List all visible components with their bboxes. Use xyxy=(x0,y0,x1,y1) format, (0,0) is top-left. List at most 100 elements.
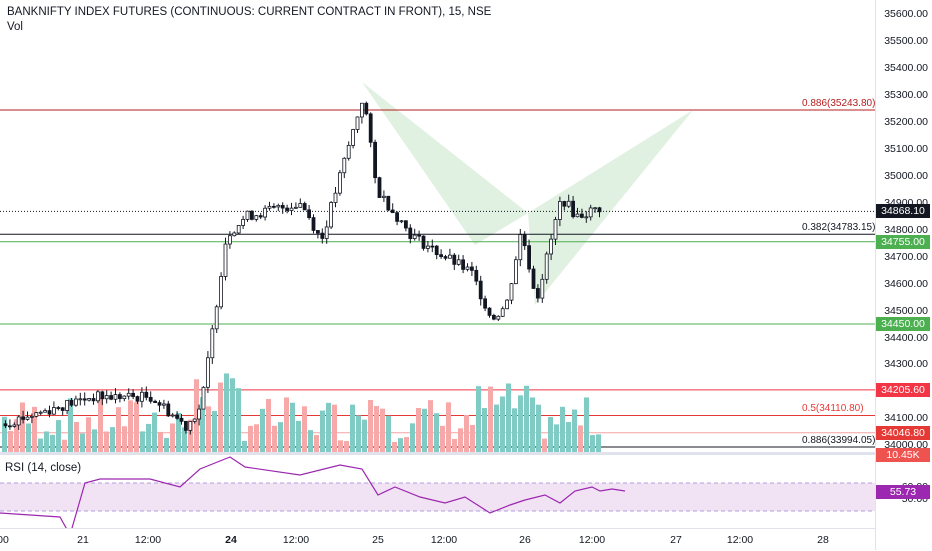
pane-separator[interactable] xyxy=(0,452,932,455)
volume-bar xyxy=(332,404,337,452)
candle-body xyxy=(161,403,166,406)
volume-bar xyxy=(404,437,409,452)
candle-body xyxy=(91,398,96,402)
candle-body xyxy=(487,307,492,316)
volume-legend[interactable]: Vol xyxy=(7,21,23,33)
price-tick: 35100.00 xyxy=(884,142,928,155)
candle-body xyxy=(408,227,413,239)
candle-body xyxy=(359,102,364,118)
volume-bar xyxy=(512,408,517,452)
symbol-title[interactable]: BANKNIFTY INDEX FUTURES (CONTINUOUS: CUR… xyxy=(7,6,492,18)
volume-bar xyxy=(290,402,295,452)
candle-body xyxy=(118,394,122,400)
candle-body xyxy=(153,400,158,404)
harmonic-pattern-bcd xyxy=(528,110,693,305)
candle-body xyxy=(29,415,34,418)
volume-bar xyxy=(152,412,157,452)
candle-body xyxy=(43,410,47,413)
candle-body xyxy=(320,232,325,239)
volume-bar xyxy=(428,400,433,452)
candle-body xyxy=(271,205,276,208)
volume-bar xyxy=(542,438,547,452)
time-axis[interactable]: 00 21 12:00 24 12:00 25 12:00 26 12:00 27 12:00 28 xyxy=(0,528,876,551)
candle-body xyxy=(52,407,56,415)
time-label: 26 xyxy=(519,534,531,546)
price-tag[interactable]: 34755.00 xyxy=(876,234,930,249)
volume-bar xyxy=(98,397,103,452)
candle-body xyxy=(263,207,268,218)
candle-body xyxy=(399,220,404,223)
candle-body xyxy=(315,230,320,234)
volume-bar xyxy=(368,400,373,452)
candle-body xyxy=(575,213,580,218)
volume-bar xyxy=(62,439,67,452)
price-tag[interactable]: 34046.80 xyxy=(876,425,930,440)
fib-level-label: 0.886(33994.05) xyxy=(802,434,876,446)
candle-body xyxy=(425,245,430,249)
candle-body xyxy=(474,269,479,282)
volume-bar xyxy=(296,420,301,452)
volume-bar xyxy=(314,435,319,452)
volume-bar xyxy=(434,413,439,452)
volume-bar xyxy=(350,404,355,452)
candle-body xyxy=(276,204,281,208)
candle-body xyxy=(562,201,567,207)
time-label: 21 xyxy=(77,534,89,546)
candle-body xyxy=(56,407,61,409)
volume-bar xyxy=(158,431,163,452)
price-tag[interactable]: 10.45K xyxy=(876,447,930,462)
volume-bar xyxy=(356,415,361,452)
candle-body xyxy=(179,417,184,422)
candle-body xyxy=(483,298,488,309)
rsi-chart[interactable] xyxy=(0,455,876,528)
rsi-pane[interactable] xyxy=(0,455,876,528)
time-label: 12:00 xyxy=(578,534,606,546)
price-tag[interactable]: 34868.10 xyxy=(876,204,930,219)
candle-body xyxy=(131,392,136,397)
axis-border xyxy=(875,0,876,550)
volume-bar xyxy=(596,434,601,452)
price-tick: 35600.00 xyxy=(884,8,928,20)
candle-body xyxy=(3,423,8,427)
price-tick: 34700.00 xyxy=(884,250,928,263)
candle-body xyxy=(536,288,540,299)
candle-body xyxy=(566,200,571,207)
candle-body xyxy=(509,283,514,301)
candle-body xyxy=(100,391,105,400)
candle-body xyxy=(205,357,210,388)
volume-bar xyxy=(248,425,253,452)
candle-body xyxy=(540,278,545,299)
price-tick: 35300.00 xyxy=(884,88,928,101)
candle-body xyxy=(192,418,197,422)
volume-bar xyxy=(344,441,349,452)
price-chart-pane[interactable] xyxy=(0,0,876,452)
price-tag[interactable]: 34205.60 xyxy=(876,382,930,397)
candle-body xyxy=(597,207,602,213)
volume-bar xyxy=(458,428,463,452)
candle-body xyxy=(183,420,188,431)
volume-bar xyxy=(326,402,331,452)
time-label: 24 xyxy=(225,534,237,546)
candle-body xyxy=(113,394,118,400)
price-tick: 34100.00 xyxy=(884,412,928,425)
candle-body xyxy=(47,410,52,415)
volume-bar xyxy=(206,406,211,452)
rsi-value-tag[interactable]: 55.73 xyxy=(876,485,930,499)
price-axis[interactable]: 35600.00 35500.00 35400.00 35300.00 35200.00… xyxy=(876,0,932,528)
candle-body xyxy=(593,207,597,210)
candle-body xyxy=(175,414,180,419)
candle-body xyxy=(166,403,171,417)
candle-body xyxy=(452,254,457,265)
candle-body xyxy=(421,235,426,249)
volume-bar xyxy=(380,408,385,452)
volume-bar xyxy=(56,420,61,452)
candle-body xyxy=(38,411,43,414)
rsi-legend[interactable]: RSI (14, close) xyxy=(5,462,82,474)
volume-bar xyxy=(590,435,595,452)
price-tag[interactable]: 34450.00 xyxy=(876,317,930,332)
candle-body xyxy=(558,201,562,220)
volume-bar xyxy=(236,388,241,452)
candle-body xyxy=(148,396,153,402)
price-chart[interactable] xyxy=(0,0,876,452)
candle-body xyxy=(188,421,193,431)
